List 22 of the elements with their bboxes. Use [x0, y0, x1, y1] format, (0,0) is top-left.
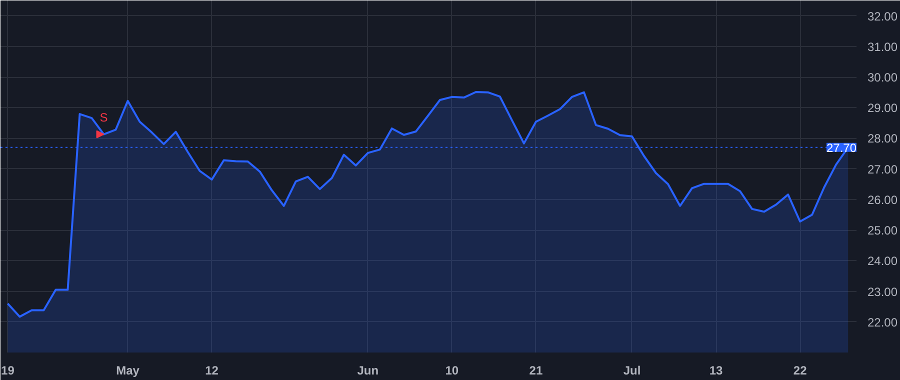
x-tick-label: May: [116, 364, 140, 378]
y-tick-label: 23.00: [868, 284, 898, 299]
x-tick-label: 21: [529, 364, 543, 378]
y-tick-label: 26.00: [868, 192, 898, 207]
x-tick-label: Jun: [357, 364, 379, 378]
y-tick-label: 32.00: [868, 9, 898, 24]
y-tick-label: 28.00: [868, 132, 898, 146]
x-tick-label: Jul: [623, 364, 641, 378]
y-tick-label: 24.00: [868, 254, 898, 268]
x-tick-label: 10: [445, 364, 459, 378]
annotation: S: [100, 110, 108, 124]
y-tick-label: 27.00: [868, 162, 898, 176]
x-tick-label: 12: [205, 364, 219, 378]
x-tick-label: 22: [793, 364, 808, 378]
y-tick-label: 22.00: [868, 315, 898, 330]
x-tick-label: 13: [709, 364, 724, 378]
y-tick-label: 30.00: [868, 70, 898, 85]
y-tick-label: 29.00: [868, 101, 898, 116]
y-tick-label: 25.00: [868, 224, 898, 238]
ref-line-label: 27.70: [826, 140, 857, 155]
y-tick-label: 31.00: [868, 40, 898, 54]
x-tick-label: 19: [1, 364, 15, 378]
